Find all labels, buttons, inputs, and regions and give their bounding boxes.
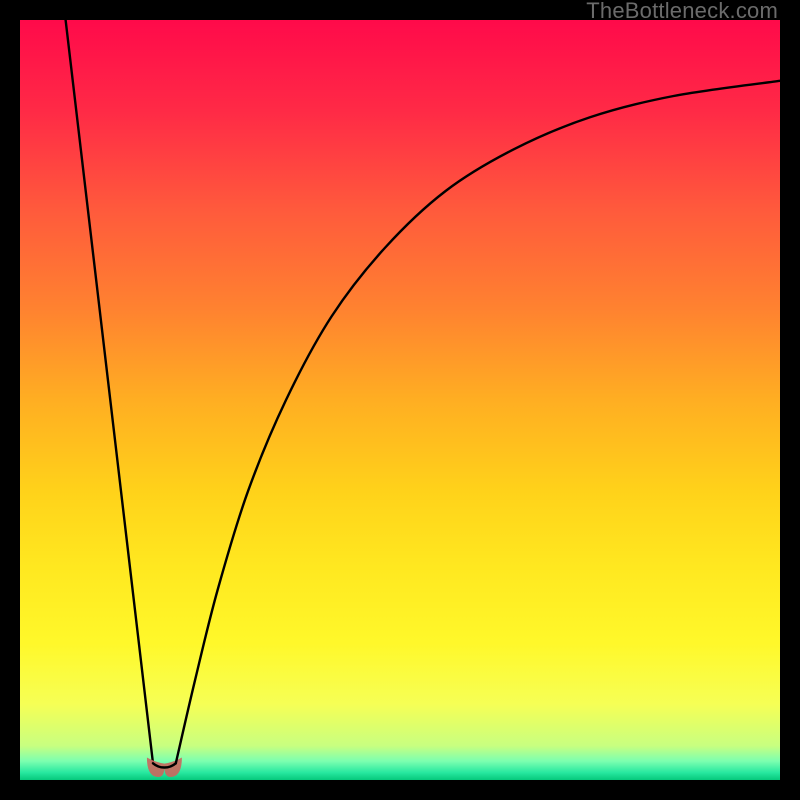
curve-layer: [20, 20, 780, 780]
chart-container: TheBottleneck.com: [0, 0, 800, 800]
plot-area: [20, 20, 780, 780]
watermark-text: TheBottleneck.com: [586, 0, 778, 24]
curve-right-ascent: [176, 81, 780, 763]
curve-left-descent: [66, 20, 153, 763]
